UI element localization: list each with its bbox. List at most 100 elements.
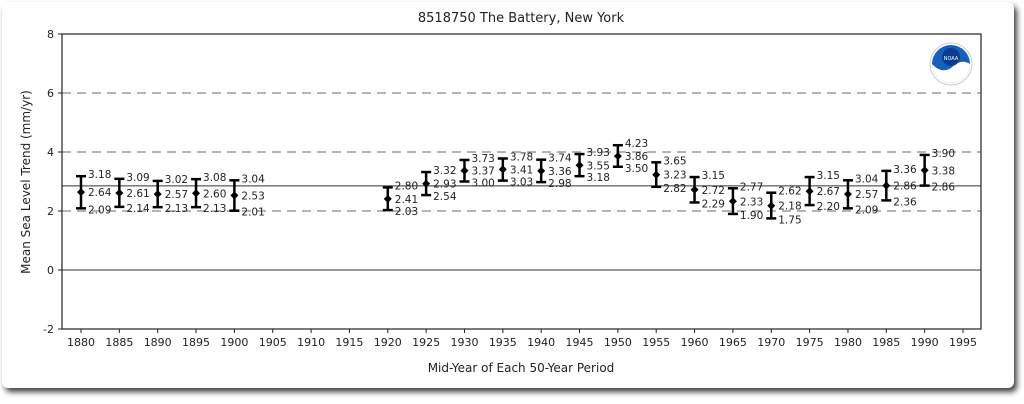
mean-point [153,190,162,199]
mean-point [383,194,392,203]
mean-point [77,188,85,197]
mean-point [498,165,507,174]
lower-label: 2.20 [817,201,840,213]
mean-point [843,190,852,199]
lower-label: 2.13 [203,203,226,215]
upper-label: 3.65 [663,155,686,167]
lower-label: 3.18 [587,172,610,184]
x-tick-label: 1985 [872,336,900,349]
chart-title: 8518750 The Battery, New York [418,11,625,26]
lower-label: 1.90 [740,210,763,222]
mean-label: 2.86 [893,181,917,193]
mean-point [230,191,239,200]
x-tick-label: 1925 [412,336,440,349]
upper-label: 3.08 [203,172,226,184]
x-tick-label: 1955 [642,336,670,349]
y-tick-label: 2 [47,205,54,218]
mean-label: 2.57 [855,189,878,201]
mean-label: 2.61 [126,188,149,200]
mean-label: 3.38 [932,165,955,177]
lower-label: 2.13 [165,203,188,215]
x-tick-label: 1945 [566,336,594,349]
upper-label: 3.78 [510,151,533,163]
lower-label: 2.09 [88,204,111,216]
lower-label: 3.00 [471,178,494,190]
x-axis-label: Mid-Year of Each 50-Year Period [428,361,615,375]
x-tick-label: 1920 [374,336,402,349]
lower-label: 2.54 [433,191,457,203]
mean-point [767,201,776,210]
mean-label: 3.23 [663,170,686,182]
y-axis-label: Mean Sea Level Trend (mm/yr) [19,90,33,274]
upper-label: 3.90 [932,148,955,160]
x-tick-label: 1915 [335,336,363,349]
upper-label: 2.62 [778,186,801,198]
mean-point [652,170,661,179]
mean-label: 2.53 [241,190,264,202]
lower-label: 2.14 [126,203,150,215]
mean-point [920,166,929,175]
mean-label: 2.57 [165,189,188,201]
x-tick-label: 1950 [604,336,632,349]
svg-text:NOAA: NOAA [944,56,959,62]
mean-label: 2.41 [395,194,418,206]
upper-label: 4.23 [625,138,648,150]
x-tick-label: 1900 [220,336,248,349]
mean-label: 2.33 [740,196,763,208]
lower-label: 2.03 [395,206,418,218]
plot-border [61,33,982,330]
x-tick-label: 1910 [297,336,325,349]
mean-label: 3.41 [510,164,533,176]
lower-label: 3.50 [625,163,648,175]
lower-label: 2.01 [241,207,264,219]
lower-label: 2.09 [855,204,878,216]
mean-point [422,179,431,188]
mean-label: 2.64 [88,187,112,199]
x-tick-label: 1905 [259,336,287,349]
x-tick-label: 1995 [949,336,977,349]
upper-label: 3.32 [433,165,456,177]
upper-label: 3.18 [88,169,111,181]
lower-label: 1.75 [778,214,801,226]
upper-label: 3.93 [587,147,610,159]
upper-label: 3.74 [548,153,572,165]
mean-label: 3.36 [548,166,572,178]
mean-label: 2.60 [203,188,226,200]
lower-label: 2.86 [932,182,956,194]
y-tick-label: -2 [43,323,54,336]
mean-point [115,189,124,198]
upper-label: 3.73 [471,153,494,165]
mean-point [882,181,891,190]
x-tick-label: 1880 [67,336,95,349]
upper-label: 2.80 [395,180,418,192]
mean-label: 3.37 [471,166,494,178]
mean-point [728,197,737,206]
upper-label: 3.09 [126,172,149,184]
x-tick-label: 1965 [719,336,747,349]
mean-point [613,152,622,161]
y-tick-label: 0 [47,264,54,277]
mean-point [575,161,584,170]
mean-label: 2.18 [778,201,801,213]
lower-label: 2.82 [663,183,686,195]
x-tick-label: 1975 [796,336,824,349]
x-tick-label: 1885 [105,336,133,349]
y-tick-label: 6 [47,87,54,100]
mean-point [537,166,546,175]
upper-label: 3.04 [241,173,265,185]
mean-label: 3.55 [587,160,610,172]
y-tick-label: 4 [47,146,54,159]
mean-point [805,187,814,196]
lower-label: 2.29 [702,198,725,210]
upper-label: 3.02 [165,174,188,186]
x-tick-label: 1960 [681,336,709,349]
x-tick-label: 1895 [182,336,210,349]
upper-label: 3.15 [817,170,840,182]
upper-label: 3.04 [855,173,879,185]
mean-label: 3.86 [625,151,649,163]
mean-label: 2.67 [817,186,840,198]
x-tick-label: 1935 [489,336,517,349]
mean-label: 2.72 [702,185,725,197]
mean-point [690,185,699,194]
